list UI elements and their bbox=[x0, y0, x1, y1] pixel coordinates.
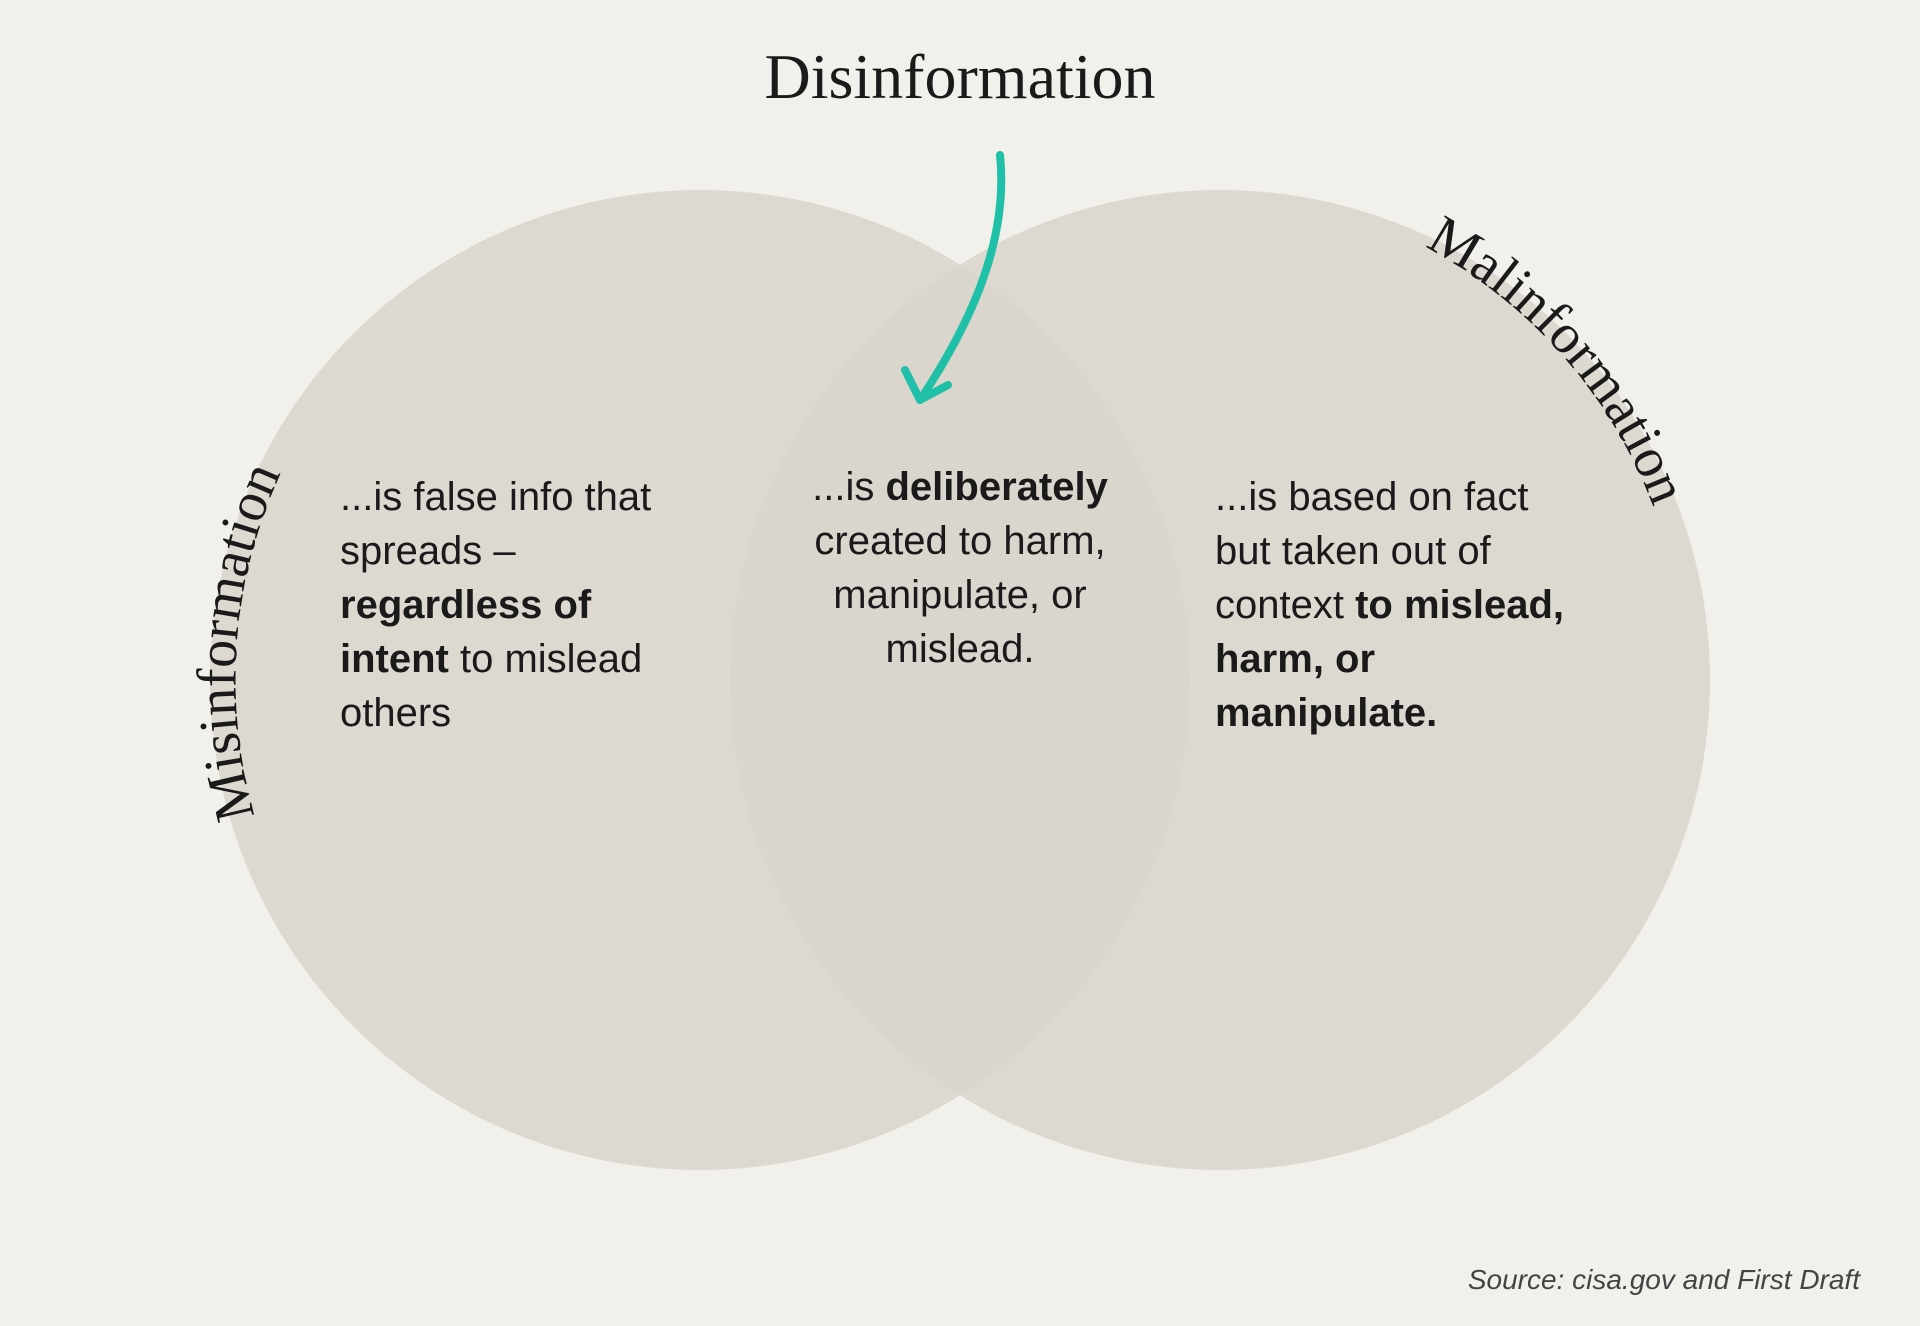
desc-left-pre: ...is false info that spreads – bbox=[340, 475, 651, 573]
desc-center-bold: deliberately bbox=[886, 465, 1108, 509]
venn-diagram: Disinformation Misinformation Malinforma… bbox=[0, 0, 1920, 1326]
desc-misinformation: ...is false info that spreads – regardle… bbox=[340, 470, 710, 740]
desc-disinformation: ...is deliberately created to harm, mani… bbox=[790, 460, 1130, 676]
desc-center-post: created to harm, manipulate, or mislead. bbox=[814, 519, 1105, 671]
desc-malinformation: ...is based on fact but taken out of con… bbox=[1215, 470, 1585, 740]
desc-center-pre: ...is bbox=[812, 465, 885, 509]
source-citation: Source: cisa.gov and First Draft bbox=[1468, 1264, 1860, 1296]
